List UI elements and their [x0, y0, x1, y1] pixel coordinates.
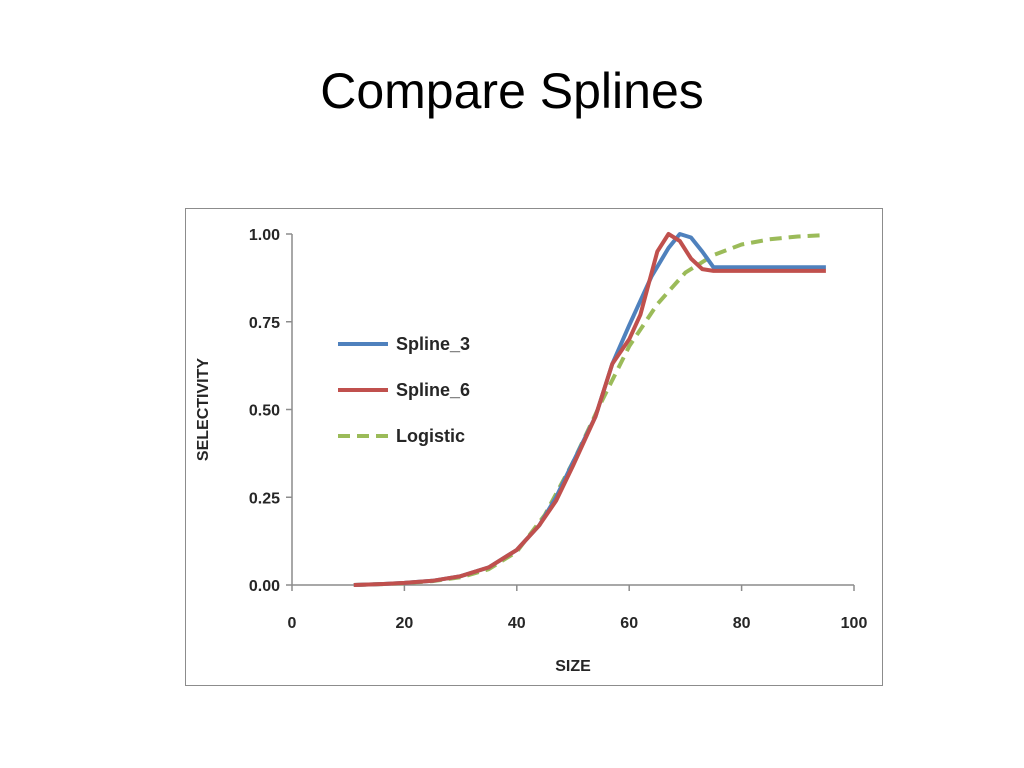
selectivity-chart: 0.00 0.25 0.50 0.75 1.00 0 20 40 60 80 100 Spline_… [195, 227, 868, 675]
x-tick-label: 40 [508, 615, 526, 632]
series-line-spline-6 [353, 232, 826, 587]
chart-series [353, 232, 826, 587]
chart-axes: 0.00 0.25 0.50 0.75 1.00 0 20 40 60 80 100 [249, 227, 868, 632]
x-tick-label: 100 [841, 615, 868, 632]
x-tick-label: 20 [396, 615, 414, 632]
x-axis-title: SIZE [555, 658, 591, 675]
legend-label: Logistic [396, 426, 465, 446]
y-axis-title: SELECTIVITY [195, 358, 212, 461]
x-tick-label: 0 [288, 615, 297, 632]
chart-frame: 0.00 0.25 0.50 0.75 1.00 0 20 40 60 80 100 Spline_… [185, 208, 883, 686]
y-tick-label: 0.75 [249, 315, 280, 332]
y-tick-label: 0.25 [249, 490, 280, 507]
x-tick-label: 80 [733, 615, 751, 632]
x-tick-label: 60 [620, 615, 638, 632]
y-tick-label: 0.00 [249, 578, 280, 595]
slide-title: Compare Splines [320, 63, 704, 119]
series-line-spline-3 [353, 232, 826, 587]
chart-legend: Spline_3 Spline_6 Logistic [338, 334, 470, 446]
legend-label: Spline_6 [396, 380, 470, 400]
y-tick-label: 0.50 [249, 403, 280, 420]
legend-label: Spline_3 [396, 334, 470, 354]
y-tick-label: 1.00 [249, 227, 280, 244]
series-line-logistic [353, 233, 826, 587]
